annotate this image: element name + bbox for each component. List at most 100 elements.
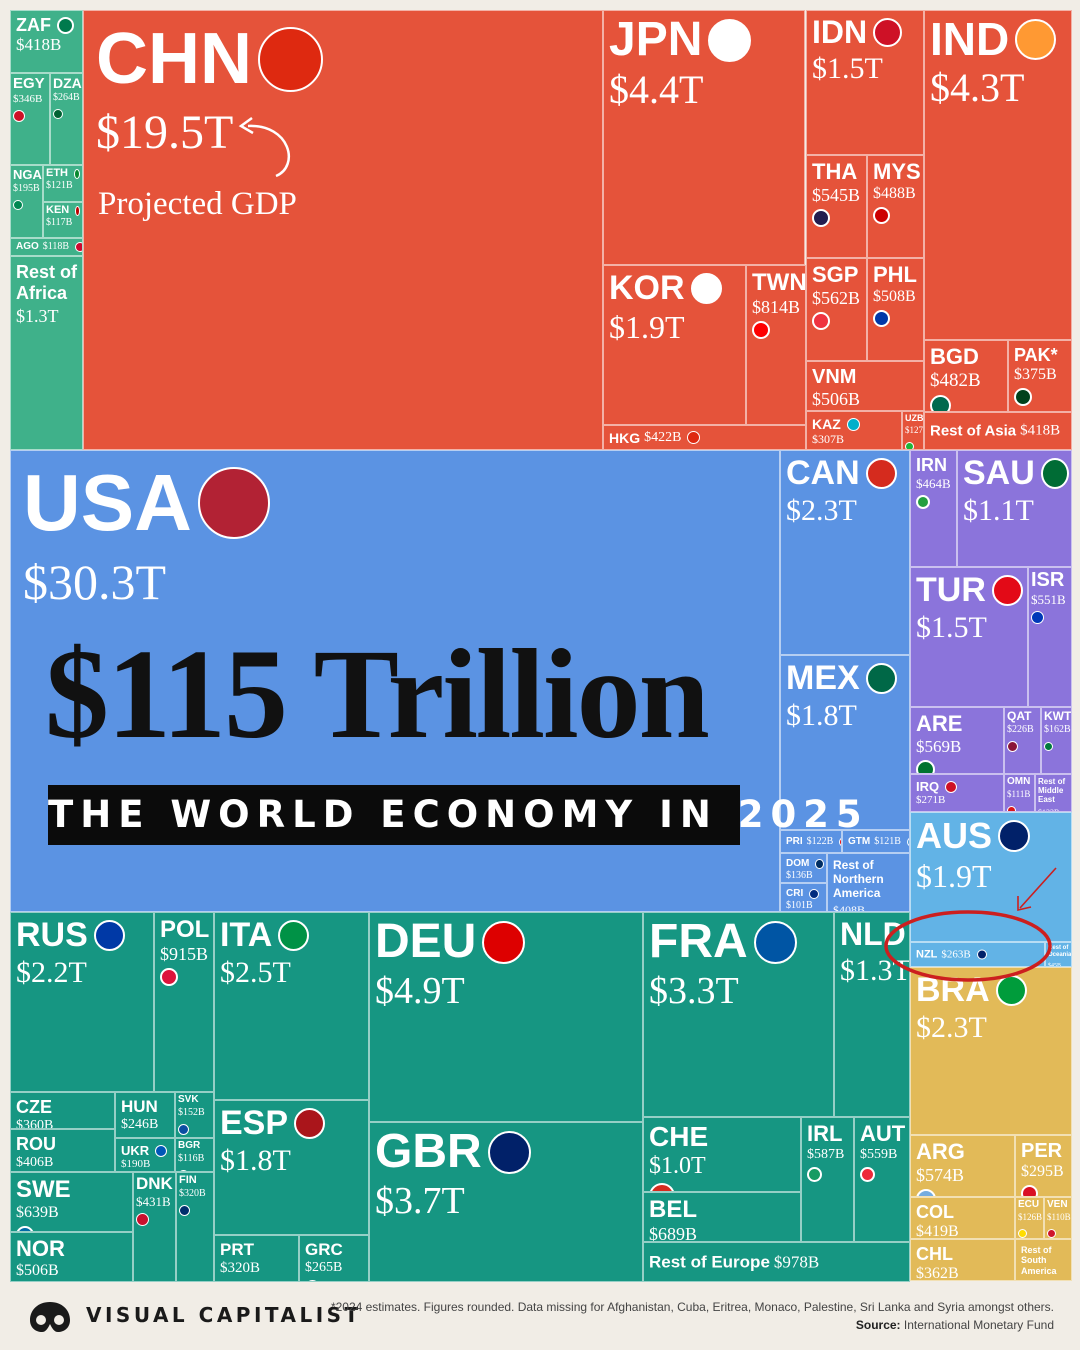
cell-label: RUS $2.2T (16, 918, 151, 988)
country-code: FRA (649, 915, 748, 968)
cell-label: SWE $639B (16, 1176, 130, 1231)
gdp-value: $3.7T (375, 1180, 465, 1222)
country-code: RUS (16, 916, 88, 954)
ukr-flag-icon (155, 1144, 168, 1157)
che-flag-icon (649, 1183, 675, 1191)
flag-row (916, 755, 1001, 773)
country-code: NZL (916, 948, 938, 960)
gdp-value: $263B (941, 948, 971, 960)
flag-row (13, 105, 47, 123)
country-code: DNK (136, 1174, 173, 1193)
country-code: IDN (812, 14, 868, 50)
treemap-cell-dnk: DNK $431B (133, 1172, 176, 1282)
flag-row (1044, 735, 1069, 753)
isr-flag-icon (1031, 611, 1044, 624)
cell-label: Rest of Middle East $122B (1038, 777, 1069, 811)
gdp-value: $320B (179, 1188, 206, 1199)
cell-title-row: ESP (220, 1106, 366, 1140)
flag-row (16, 1279, 130, 1281)
cell-title-row: IDN (812, 16, 921, 48)
cell-label: CAN $2.3T (786, 456, 907, 526)
flag-row (13, 194, 40, 212)
treemap-cell-bgr: BGR $116B (175, 1138, 214, 1172)
cell-title-row: CHN (96, 23, 600, 95)
country-code: POL (160, 916, 210, 943)
gdp-value: $1.9T (916, 858, 992, 894)
cell-label: IND $4.3T (930, 16, 1069, 108)
cell-label: GRC $265B (305, 1241, 366, 1281)
treemap-cell-fin: FIN $320B (176, 1172, 214, 1282)
cell-label: ROU $406B (16, 1135, 112, 1171)
cell-label: FIN $320B (179, 1175, 211, 1217)
gdp-value: $152B (178, 1107, 205, 1118)
eth-flag-icon (74, 168, 80, 179)
cell-label: ARG $574B (916, 1141, 1012, 1196)
cell-title-row: TUR (916, 573, 1025, 607)
dom-flag-icon (815, 859, 824, 869)
flag-row (136, 1208, 173, 1226)
country-code: JPN (609, 13, 703, 66)
ita-flag-icon (278, 919, 310, 951)
gdp-value: $1.5T (812, 52, 883, 85)
cell-title-row: KAZ (812, 417, 899, 431)
treemap-cell-svk: SVK $152B (175, 1092, 214, 1138)
gdp-value: $307B (812, 432, 845, 446)
cell-title-row: KEN (46, 205, 80, 216)
cell-label: PAK* $375B (1014, 346, 1069, 406)
treemap-cell-rest-of-europe: Rest of Europe $978B (643, 1242, 910, 1282)
cell-label: KOR $1.9T (609, 271, 743, 343)
gdp-value: $419B (916, 1223, 959, 1239)
country-code: Rest of Middle East (1038, 777, 1066, 805)
cell-label: NOR $506B (16, 1238, 130, 1281)
country-code: OMN (1007, 776, 1031, 787)
country-code: Rest of Europe (649, 1252, 770, 1272)
bra-flag-icon (995, 974, 1027, 1006)
flag-row (812, 307, 864, 330)
twn-flag-icon (752, 321, 770, 339)
gdp-value: $406B (16, 1155, 54, 1170)
treemap-cell-rus: RUS $2.2T (10, 912, 154, 1092)
country-code: ISR (1031, 569, 1065, 591)
gdp-value: $190B (121, 1158, 151, 1170)
cell-label: COL $419B (916, 1203, 1012, 1239)
treemap-cell-ukr: UKR $190B (115, 1138, 175, 1172)
gdp-value: $689B (649, 1224, 698, 1242)
cell-label: Rest of Africa $1.3T (16, 262, 80, 325)
treemap-cell-tha: THA $545B (806, 155, 867, 258)
treemap-cell-rest-of-africa: Rest of Africa $1.3T (10, 256, 83, 450)
cell-label: KWT $162B (1044, 710, 1071, 753)
cell-title-row: SAU (963, 456, 1069, 490)
gdp-value: $1.8T (220, 1144, 291, 1177)
gdp-value: $562B (812, 288, 861, 308)
country-code: IRL (807, 1121, 843, 1146)
treemap-cell-fra: FRA $3.3T (643, 912, 834, 1117)
country-code: ZAF (16, 15, 51, 35)
flag-row (1007, 799, 1032, 811)
cell-title-row: UKR (121, 1144, 172, 1157)
cell-title-row: USA (23, 463, 777, 543)
flag-row (916, 1184, 1012, 1196)
treemap-cell-vnm: VNM $506B (806, 361, 924, 411)
flag-row (220, 1276, 296, 1281)
treemap-cell-rou: ROU $406B (10, 1129, 115, 1172)
irn-flag-icon (916, 495, 930, 509)
cell-title-row: AUS (916, 818, 1069, 854)
bgd-flag-icon (930, 395, 951, 411)
gdp-value: $488B (873, 185, 916, 202)
cell-label: VEN $110B (1047, 1200, 1071, 1238)
idn-flag-icon (873, 17, 903, 47)
nzl-flag-icon (976, 949, 987, 960)
country-code: SWE (16, 1176, 71, 1203)
cell-label: KEN $117B (46, 205, 80, 228)
gdp-value: $111B (1007, 789, 1031, 799)
cell-label: DZA $264B (53, 76, 82, 121)
cell-label: CZE $360B (16, 1098, 112, 1128)
treemap-cell-pol: POL $915B (154, 912, 214, 1092)
visual-capitalist-logo-icon (30, 1302, 70, 1332)
country-code: MEX (786, 659, 860, 697)
country-code: BGR (178, 1140, 201, 1151)
country-code: ITA (220, 916, 273, 954)
kor-flag-icon (690, 272, 722, 304)
gdp-value: $506B (16, 1262, 59, 1279)
gdp-value: $418B (16, 35, 62, 54)
